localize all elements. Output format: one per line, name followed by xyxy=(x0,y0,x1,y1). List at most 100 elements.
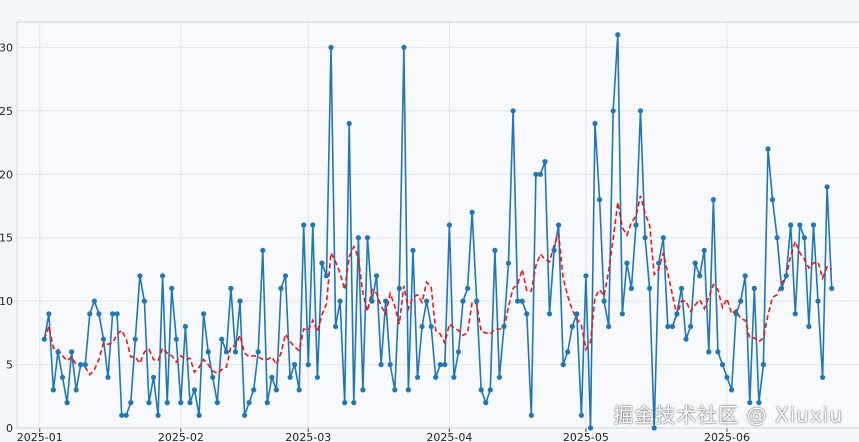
data-point xyxy=(100,336,107,342)
data-point xyxy=(91,298,97,304)
data-point xyxy=(628,285,635,291)
data-point xyxy=(378,362,384,368)
data-point xyxy=(360,387,366,393)
data-point xyxy=(310,222,316,228)
x-tick-label: 2025-03 xyxy=(285,431,331,442)
data-point xyxy=(269,374,275,380)
data-point xyxy=(683,336,689,342)
data-point xyxy=(182,323,188,330)
data-point xyxy=(59,374,66,380)
data-point xyxy=(701,247,707,253)
data-point xyxy=(110,311,116,317)
data-point xyxy=(278,285,284,291)
data-point xyxy=(105,374,111,380)
watermark-text: 掘金技术社区 @ Xiuxiu xyxy=(613,403,843,427)
data-point xyxy=(196,412,202,418)
data-point xyxy=(396,285,402,291)
data-point xyxy=(505,260,512,266)
data-point xyxy=(55,349,61,355)
data-point xyxy=(260,247,266,253)
data-point xyxy=(688,323,694,330)
data-point xyxy=(87,311,93,317)
data-point xyxy=(273,387,279,393)
data-point xyxy=(810,222,817,228)
data-point xyxy=(337,298,343,304)
daily-series-line xyxy=(43,33,833,429)
x-tick-label: 2025-02 xyxy=(158,431,204,442)
data-point xyxy=(128,400,134,406)
data-point xyxy=(78,362,84,368)
data-point xyxy=(779,285,785,291)
data-point xyxy=(551,247,557,253)
data-point xyxy=(164,400,170,406)
data-point xyxy=(824,184,830,190)
data-point xyxy=(73,387,79,393)
data-point xyxy=(405,387,411,393)
data-point xyxy=(820,374,826,380)
data-point xyxy=(69,349,75,355)
data-point xyxy=(201,311,207,317)
data-point xyxy=(719,362,726,368)
data-point xyxy=(756,400,762,406)
x-tick-label: 2025-05 xyxy=(563,431,609,442)
y-tick-label: 15 xyxy=(0,232,13,245)
data-point xyxy=(173,336,179,342)
data-point xyxy=(556,222,562,228)
data-point xyxy=(647,285,653,291)
data-point xyxy=(496,374,502,380)
data-point xyxy=(692,260,698,266)
data-point xyxy=(437,362,443,368)
x-tick-label: 2025-04 xyxy=(426,431,472,442)
data-point xyxy=(774,235,780,241)
data-point xyxy=(729,387,735,393)
data-point xyxy=(333,323,339,330)
data-point xyxy=(50,387,57,393)
data-point xyxy=(410,247,416,253)
data-point xyxy=(760,362,767,368)
data-point xyxy=(660,235,666,241)
data-point xyxy=(223,349,229,355)
data-point xyxy=(237,298,243,304)
data-point xyxy=(669,323,676,330)
data-point xyxy=(801,235,808,241)
data-point xyxy=(264,400,270,406)
data-point xyxy=(738,298,744,304)
data-point xyxy=(492,247,498,253)
data-point xyxy=(515,298,521,304)
data-point xyxy=(678,285,685,291)
data-point xyxy=(501,323,507,330)
data-point xyxy=(383,298,389,304)
data-point xyxy=(82,362,88,368)
data-point xyxy=(747,400,753,406)
y-tick-label: 10 xyxy=(0,295,13,308)
data-point xyxy=(137,273,143,279)
data-point xyxy=(64,400,70,406)
data-point xyxy=(524,311,530,317)
data-point xyxy=(565,349,571,355)
data-point xyxy=(374,273,380,279)
data-point xyxy=(442,362,448,368)
data-point xyxy=(769,197,776,203)
data-point xyxy=(346,120,352,127)
data-point xyxy=(205,349,211,355)
data-point xyxy=(792,311,798,317)
data-point xyxy=(455,349,462,355)
data-point xyxy=(428,323,434,330)
data-point xyxy=(150,374,157,380)
data-point xyxy=(178,400,184,406)
data-point xyxy=(806,323,812,330)
data-point xyxy=(169,285,175,291)
data-point xyxy=(656,260,662,266)
data-point xyxy=(451,374,457,380)
data-point xyxy=(160,273,166,279)
data-point xyxy=(815,298,821,304)
y-tick-label: 30 xyxy=(0,41,13,54)
plot-area xyxy=(17,22,859,428)
data-point xyxy=(119,412,125,418)
data-point xyxy=(528,412,534,418)
data-point xyxy=(446,222,452,228)
data-point xyxy=(601,298,607,304)
data-point xyxy=(228,285,234,291)
data-point xyxy=(542,159,548,165)
data-point xyxy=(323,273,330,279)
